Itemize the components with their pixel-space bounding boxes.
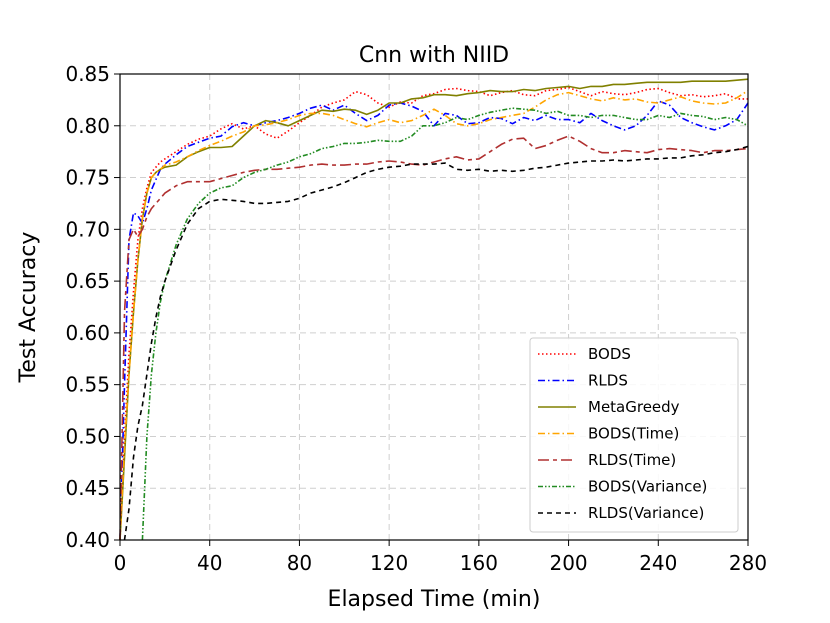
y-tick-label: 0.65 [65, 269, 110, 293]
x-tick-label: 40 [197, 551, 222, 575]
y-tick-label: 0.60 [65, 321, 110, 345]
x-tick-label: 160 [460, 551, 498, 575]
series-line-bods [119, 86, 748, 541]
x-axis-title: Elapsed Time (min) [328, 587, 541, 612]
y-tick-label: 0.80 [65, 114, 110, 138]
plot-frame [119, 73, 749, 541]
x-tick-label: 120 [370, 551, 408, 575]
y-tick-label: 0.45 [65, 476, 110, 500]
x-tick-label: 200 [549, 551, 587, 575]
x-tick-label: 240 [639, 551, 677, 575]
y-tick-label: 0.40 [65, 528, 110, 552]
x-tick-label: 0 [114, 551, 127, 575]
legend-label-rlds: RLDS [588, 372, 628, 390]
x-tick-label: 80 [287, 551, 312, 575]
series-group [119, 78, 749, 541]
legend-label-bods-time: BODS(Time) [588, 425, 679, 443]
x-tick-label: 280 [729, 551, 767, 575]
y-tick-label: 0.50 [65, 424, 110, 448]
series-line-metagreedy [119, 78, 749, 541]
legend: BODS RLDS MetaGreedy BODS(Time) RLDS(Time) BO… [529, 337, 739, 533]
chart-title: Cnn with NIID [359, 43, 509, 68]
legend-box [529, 337, 739, 533]
y-tick-label: 0.70 [65, 217, 110, 241]
y-tick-label: 0.85 [65, 62, 110, 86]
legend-label-metagreedy: MetaGreedy [588, 398, 680, 416]
x-axis: 0 40 80 120 160 200 240 280 [114, 540, 767, 575]
y-axis: 0.40 0.45 0.50 0.55 0.60 0.65 0.70 0.75 0.80 0.85 [65, 62, 120, 552]
series-line-rlds-time [119, 135, 749, 541]
series-line-bods-variance [141, 107, 749, 541]
series-line-rlds-variance [123, 145, 749, 541]
legend-label-bods: BODS [588, 345, 631, 363]
y-tick-label: 0.55 [65, 373, 110, 397]
y-axis-title: Test Accuracy [16, 232, 41, 384]
legend-label-rlds-variance: RLDS(Variance) [588, 504, 704, 522]
y-tick-label: 0.75 [65, 166, 110, 190]
legend-label-bods-variance: BODS(Variance) [588, 478, 707, 496]
legend-label-rlds-time: RLDS(Time) [588, 451, 676, 469]
